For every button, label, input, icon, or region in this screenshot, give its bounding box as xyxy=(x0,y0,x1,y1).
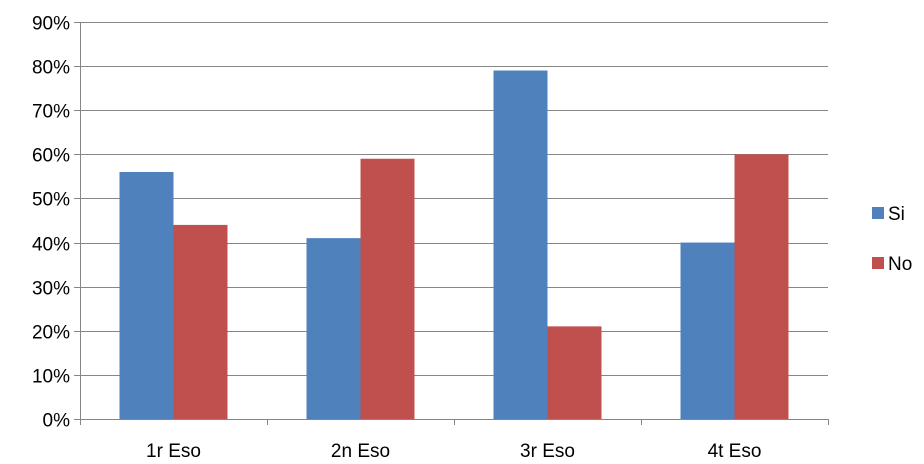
x-tick-label: 4t Eso xyxy=(708,441,762,462)
y-tick-label: 90% xyxy=(32,14,70,35)
bar-no-3r-eso xyxy=(547,326,602,419)
y-tick-label: 30% xyxy=(32,279,70,300)
bar-si-2n-eso xyxy=(306,238,361,419)
legend: Si No xyxy=(872,204,912,275)
y-tick-label: 20% xyxy=(32,323,70,344)
y-tick-label: 70% xyxy=(32,102,70,123)
x-tick-label: 1r Eso xyxy=(146,441,201,462)
bar-no-1r-eso xyxy=(173,224,228,419)
legend-item-no: No xyxy=(872,254,912,275)
legend-label: No xyxy=(888,254,912,275)
bar-no-4t-eso xyxy=(734,154,789,420)
y-tick-label: 0% xyxy=(43,411,71,432)
x-tick-label: 3r Eso xyxy=(520,441,575,462)
y-axis-ticks: 0% 10% 20% 30% 40% 50% 60% 70% 80% 90% xyxy=(32,14,80,432)
bar-no-2n-eso xyxy=(360,158,415,419)
legend-item-si: Si xyxy=(872,204,905,225)
legend-label: Si xyxy=(888,204,905,225)
y-tick-label: 80% xyxy=(32,58,70,79)
bars xyxy=(119,70,789,420)
y-tick-label: 10% xyxy=(32,367,70,388)
bar-si-1r-eso xyxy=(119,171,174,419)
y-tick-label: 60% xyxy=(32,146,70,167)
bar-si-4t-eso xyxy=(680,242,735,419)
bar-si-3r-eso xyxy=(493,70,548,420)
x-tick-label: 2n Eso xyxy=(331,441,390,462)
legend-swatch xyxy=(872,207,884,219)
legend-swatch xyxy=(872,257,884,269)
x-axis-ticks: 1r Eso 2n Eso 3r Eso 4t Eso xyxy=(80,419,829,462)
y-tick-label: 40% xyxy=(32,235,70,256)
y-tick-label: 50% xyxy=(32,190,70,211)
